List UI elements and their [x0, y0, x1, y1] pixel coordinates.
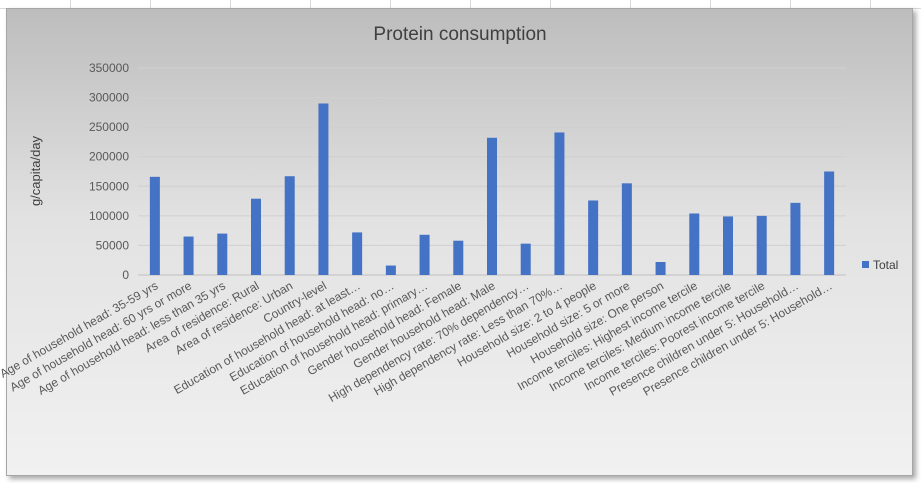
- bar[interactable]: [824, 171, 835, 276]
- y-tick-label: 50000: [96, 238, 130, 252]
- bar[interactable]: [352, 232, 363, 275]
- bar[interactable]: [453, 240, 464, 275]
- y-tick-label: 300000: [89, 91, 129, 105]
- y-axis-title: g/capita/day: [28, 135, 43, 206]
- y-tick-label: 250000: [89, 120, 129, 134]
- bar[interactable]: [790, 202, 801, 275]
- bar[interactable]: [318, 103, 329, 275]
- y-tick-label: 350000: [89, 61, 129, 75]
- bar[interactable]: [689, 213, 700, 275]
- bars: [149, 103, 835, 276]
- bar[interactable]: [251, 198, 261, 275]
- bar[interactable]: [588, 200, 599, 275]
- bar[interactable]: [621, 183, 632, 275]
- bar[interactable]: [723, 216, 733, 275]
- bar[interactable]: [487, 137, 497, 275]
- bar[interactable]: [554, 132, 565, 275]
- bar[interactable]: [284, 176, 295, 275]
- legend-label: Total: [873, 258, 898, 272]
- bar[interactable]: [149, 176, 160, 275]
- bar[interactable]: [419, 234, 430, 275]
- bar[interactable]: [183, 236, 194, 275]
- bar[interactable]: [756, 215, 767, 275]
- y-tick-label: 100000: [89, 209, 129, 223]
- bar[interactable]: [655, 261, 666, 275]
- chart-title: Protein consumption: [373, 24, 546, 45]
- y-tick-label: 0: [122, 268, 129, 282]
- bar[interactable]: [520, 243, 531, 275]
- bar[interactable]: [385, 265, 396, 275]
- legend: Total: [862, 258, 898, 272]
- y-axis-ticks: 0 50000 100000 150000 200000 250000 300000 3500…: [89, 61, 129, 282]
- y-tick-label: 200000: [89, 150, 129, 164]
- bar[interactable]: [217, 233, 228, 275]
- legend-swatch: [862, 261, 869, 268]
- y-tick-label: 150000: [89, 179, 129, 193]
